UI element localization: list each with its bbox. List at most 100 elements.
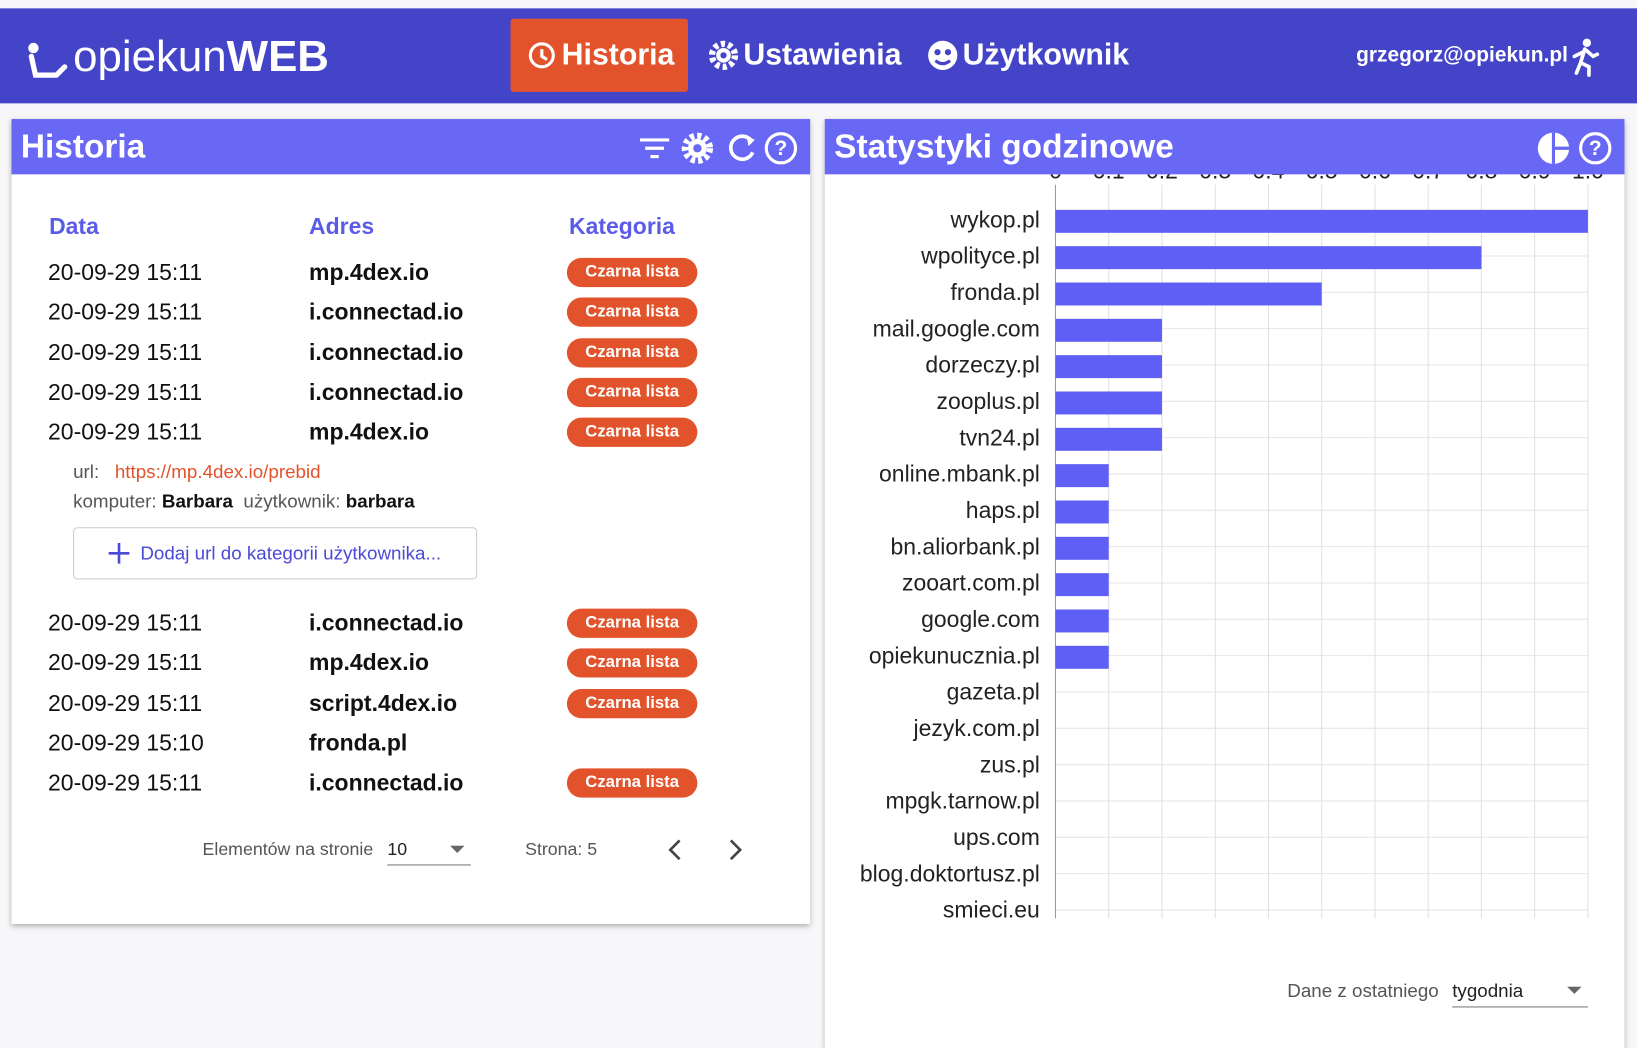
row-address: i.connectad.io bbox=[309, 338, 464, 365]
select-value: 10 bbox=[387, 839, 408, 860]
x-tick-label: 0.6 bbox=[1359, 174, 1391, 183]
period-label: Dane z ostatniego bbox=[1287, 980, 1439, 1002]
bar bbox=[1055, 464, 1109, 488]
x-tick-label: 0.1 bbox=[1093, 174, 1125, 183]
bar bbox=[1055, 645, 1109, 669]
y-tick-label: online.mbank.pl bbox=[879, 461, 1040, 487]
nav-label: Użytkownik bbox=[962, 38, 1130, 72]
panel-title-bar: Statystyki godzinowe ? bbox=[824, 119, 1625, 175]
column-header[interactable]: Data bbox=[49, 212, 99, 240]
logo-text: opiekun bbox=[73, 31, 227, 81]
row-address: i.connectad.io bbox=[309, 378, 464, 405]
logo-text: WEB bbox=[226, 31, 329, 81]
panel-icons[interactable]: ? bbox=[1535, 129, 1619, 167]
category-badge: Czarna lista bbox=[566, 608, 698, 638]
nav-label: Historia bbox=[561, 38, 675, 72]
panel-title: Historia bbox=[20, 127, 146, 165]
row-date: 20-09-29 15:11 bbox=[48, 378, 203, 405]
detail-url[interactable]: https://mp.4dex.io/prebid bbox=[114, 461, 321, 483]
column-header[interactable]: Adres bbox=[309, 212, 375, 240]
logo[interactable]: opiekunWEB bbox=[73, 31, 329, 81]
category-badge: Czarna lista bbox=[566, 297, 698, 328]
detail-value: Barbara bbox=[161, 490, 233, 512]
y-tick-label: zus.pl bbox=[980, 751, 1040, 777]
user-email[interactable]: grzegorz@opiekun.pl bbox=[1356, 43, 1568, 67]
y-tick-label: zooplus.pl bbox=[936, 388, 1039, 414]
row-date: 20-09-29 15:11 bbox=[48, 769, 203, 796]
category-badge: Czarna lista bbox=[566, 688, 698, 718]
bar bbox=[1055, 209, 1588, 233]
button-label: Dodaj url do kategorii użytkownika... bbox=[140, 542, 442, 564]
icon bbox=[708, 40, 739, 70]
category-badge: Czarna lista bbox=[566, 257, 698, 288]
detail-value: barbara bbox=[345, 490, 415, 512]
y-tick-label: google.com bbox=[921, 606, 1040, 632]
bar bbox=[1055, 282, 1322, 306]
y-tick-label: jezyk.com.pl bbox=[913, 715, 1040, 741]
x-tick-label: 0.7 bbox=[1412, 174, 1444, 183]
x-tick-label: 0 bbox=[1049, 174, 1062, 183]
category-badge: Czarna lista bbox=[566, 768, 698, 798]
row-date: 20-09-29 15:11 bbox=[48, 298, 203, 325]
y-tick-label: ups.com bbox=[953, 824, 1040, 850]
row-address: mp.4dex.io bbox=[309, 418, 430, 445]
category-badge: Czarna lista bbox=[566, 648, 698, 678]
add-url-button[interactable]: Dodaj url do kategorii użytkownika... bbox=[73, 527, 478, 580]
row-date: 20-09-29 15:11 bbox=[48, 609, 203, 636]
y-tick-label: gazeta.pl bbox=[947, 679, 1040, 705]
column-header[interactable]: Kategoria bbox=[568, 212, 675, 240]
row-address: i.connectad.io bbox=[309, 609, 464, 636]
pager-arrows[interactable] bbox=[665, 837, 759, 862]
category-badge: Czarna lista bbox=[566, 417, 698, 448]
bar bbox=[1055, 536, 1109, 560]
per-page-select[interactable]: 10 bbox=[387, 839, 471, 866]
y-tick-label: opiekunucznia.pl bbox=[869, 642, 1040, 668]
row-address: mp.4dex.io bbox=[309, 258, 430, 286]
nav-item[interactable]: Użytkownik bbox=[927, 19, 1129, 92]
panel-title: Statystyki godzinowe bbox=[834, 127, 1174, 165]
stats-panel: Statystyki godzinowe ? 00.10.20.30.40.50… bbox=[824, 119, 1625, 1048]
logout-icon[interactable] bbox=[1568, 38, 1601, 78]
row-date: 20-09-29 15:11 bbox=[48, 418, 203, 445]
bar-chart: 0 0.1 0.2 0.3 0.4 0.5 0.6 0.7 0.8 0.9 1.0 wykop.pl w… bbox=[860, 174, 1604, 923]
y-tick-label: fronda.pl bbox=[950, 279, 1039, 305]
row-address: mp.4dex.io bbox=[309, 649, 430, 676]
pagination-label: Elementów na stronie bbox=[202, 839, 374, 860]
bar bbox=[1055, 246, 1482, 270]
dropdown-arrow bbox=[1567, 986, 1582, 994]
bar bbox=[1055, 318, 1162, 342]
history-panel: Historia ? Data Adres Kategoria 20-09-29… bbox=[11, 119, 811, 924]
y-tick-label: zooart.com.pl bbox=[902, 570, 1040, 596]
x-tick-label: 0.5 bbox=[1306, 174, 1338, 183]
bar bbox=[1055, 609, 1109, 633]
y-tick-label: tvn24.pl bbox=[959, 424, 1039, 450]
icon bbox=[109, 542, 130, 564]
period-select[interactable]: tygodnia bbox=[1452, 980, 1588, 1008]
panel-icons[interactable]: ? bbox=[638, 129, 805, 167]
nav-item[interactable]: Ustawienia bbox=[708, 19, 901, 92]
y-tick-label: haps.pl bbox=[966, 497, 1040, 523]
x-tick-label: 1.0 bbox=[1572, 174, 1604, 183]
x-tick-label: 0.9 bbox=[1519, 174, 1551, 183]
logo-icon bbox=[28, 42, 68, 78]
row-address: fronda.pl bbox=[309, 729, 408, 756]
y-tick-label: dorzeczy.pl bbox=[925, 352, 1039, 378]
x-tick-label: 0.8 bbox=[1465, 174, 1497, 183]
row-date: 20-09-29 15:11 bbox=[48, 258, 203, 286]
icon bbox=[928, 40, 958, 70]
bar bbox=[1055, 573, 1109, 597]
svg-text:?: ? bbox=[775, 137, 788, 160]
row-date: 20-09-29 15:11 bbox=[48, 689, 203, 716]
y-tick-label: wykop.pl bbox=[950, 206, 1040, 232]
y-tick-label: smieci.eu bbox=[943, 897, 1040, 923]
nav-item[interactable]: Historia bbox=[510, 18, 688, 92]
x-tick-label: 0.2 bbox=[1146, 174, 1178, 183]
row-address: i.connectad.io bbox=[309, 298, 464, 325]
y-tick-label: mpgk.tarnow.pl bbox=[885, 788, 1039, 814]
page-indicator: Strona: 5 bbox=[525, 839, 598, 860]
row-date: 20-09-29 15:10 bbox=[48, 729, 204, 756]
y-tick-label: bn.aliorbank.pl bbox=[891, 533, 1040, 559]
y-tick-label: mail.google.com bbox=[873, 315, 1040, 341]
row-address: i.connectad.io bbox=[309, 769, 464, 796]
